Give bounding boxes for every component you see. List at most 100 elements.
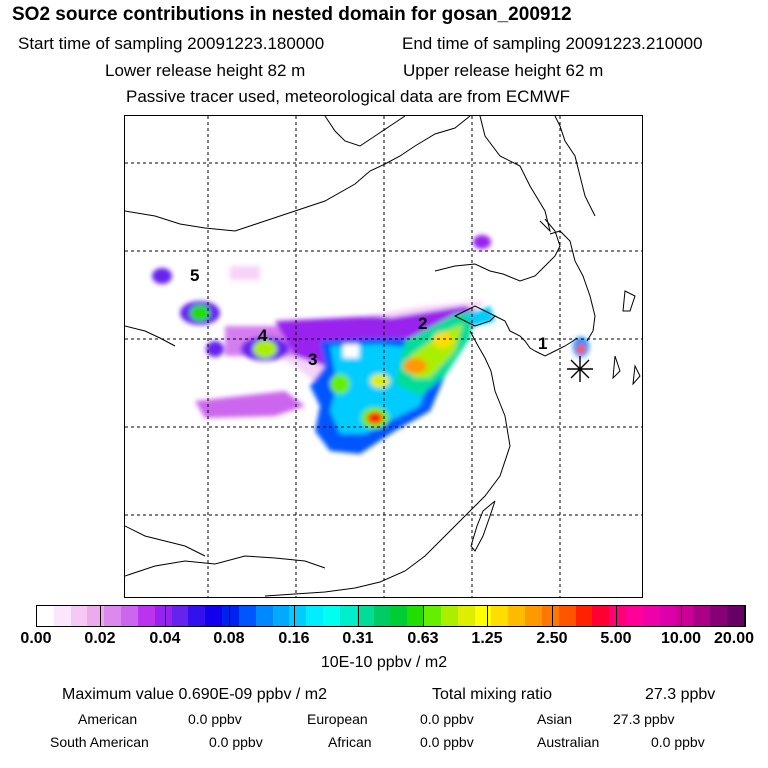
colorbar-tick-label: 1.25 — [471, 630, 503, 647]
color-swatch — [154, 606, 172, 626]
color-swatch — [37, 606, 54, 626]
color-swatch — [255, 606, 273, 626]
color-swatch — [356, 606, 374, 626]
receptor-asterisk-icon — [567, 356, 593, 382]
max-value-label: Maximum value 0.690E-09 ppbv / m2 — [62, 686, 328, 703]
source-label-2: 2 — [418, 314, 428, 333]
colorbar-tick — [164, 605, 166, 627]
color-swatch — [373, 606, 391, 626]
color-swatch — [205, 606, 223, 626]
color-swatch — [339, 606, 357, 626]
colorbar-tick-label: 0.04 — [149, 630, 181, 647]
color-swatch — [575, 606, 593, 626]
lat-lon-grid — [125, 116, 642, 597]
map-panel: 5 4 3 2 1 — [124, 115, 643, 598]
color-swatch — [491, 606, 509, 626]
color-swatch — [659, 606, 677, 626]
color-swatch — [726, 606, 744, 626]
region-name: South American — [50, 734, 149, 750]
colorbar-tick-label: 0.31 — [342, 630, 374, 647]
colorbar-tick — [744, 605, 746, 627]
color-swatch — [424, 606, 441, 626]
tracer-note: Passive tracer used, meteorological data… — [126, 87, 571, 106]
region-value: 0.0 ppbv — [209, 734, 263, 750]
total-mixing-label: Total mixing ratio — [432, 686, 553, 703]
colorbar-tick — [357, 605, 359, 627]
color-swatch — [222, 606, 239, 626]
colorbar-tick-label: 5.00 — [600, 630, 632, 647]
coastline — [125, 116, 641, 597]
colorbar-units: 10E-10 ppbv / m2 — [320, 654, 448, 671]
colorbar-tick-label: 20.00 — [713, 630, 755, 647]
color-swatch — [272, 606, 290, 626]
region-name: African — [328, 734, 372, 750]
region-value: 27.3 ppbv — [613, 711, 675, 727]
colorbar-tick — [615, 605, 617, 627]
color-swatch — [440, 606, 458, 626]
color-swatch — [609, 606, 626, 626]
color-swatch — [87, 606, 105, 626]
colorbar-tick — [680, 605, 682, 627]
source-label-4: 4 — [258, 326, 268, 345]
upper-height-label: Upper release height 62 m — [403, 61, 604, 80]
page-title: SO2 source contributions in nested domai… — [12, 4, 572, 25]
region-name: American — [78, 711, 138, 727]
source-label-5: 5 — [190, 266, 200, 285]
color-swatch — [104, 606, 122, 626]
colorbar-tick-label: 0.16 — [278, 630, 310, 647]
colorbar-tick-label: 0.08 — [213, 630, 245, 647]
colorbar-tick-label: 0.02 — [84, 630, 116, 647]
colorbar-tick-label: 0.63 — [407, 630, 439, 647]
color-swatch — [188, 606, 206, 626]
colorbar-tick — [99, 605, 101, 627]
colorbar-tick-label: 10.00 — [660, 630, 702, 647]
color-swatch — [390, 606, 408, 626]
color-swatch — [238, 606, 256, 626]
color-swatch — [121, 606, 138, 626]
end-time-label: End time of sampling 20091223.210000 — [402, 34, 703, 53]
color-swatch — [592, 606, 610, 626]
color-swatch — [676, 606, 694, 626]
color-swatch — [137, 606, 155, 626]
color-swatch — [474, 606, 492, 626]
source-label-1: 1 — [538, 334, 548, 353]
region-name: European — [307, 711, 368, 727]
colorbar-tick — [551, 605, 553, 627]
color-swatch — [171, 606, 189, 626]
concentration-field — [152, 235, 589, 454]
color-swatch — [710, 606, 727, 626]
source-label-3: 3 — [308, 350, 318, 369]
color-swatch — [53, 606, 71, 626]
color-swatch — [457, 606, 475, 626]
region-value: 0.0 ppbv — [188, 711, 242, 727]
color-swatch — [693, 606, 711, 626]
region-value: 0.0 ppbv — [420, 734, 474, 750]
color-swatch — [525, 606, 542, 626]
start-time-label: Start time of sampling 20091223.180000 — [18, 34, 325, 53]
lower-height-label: Lower release height 82 m — [105, 61, 306, 80]
colorbar-tick-label: 2.50 — [536, 630, 568, 647]
colorbar-tick — [422, 605, 424, 627]
color-swatch — [306, 606, 324, 626]
color-scale-bar — [36, 605, 745, 627]
colorbar-tick — [35, 605, 37, 627]
color-swatch — [407, 606, 425, 626]
color-swatch — [70, 606, 88, 626]
color-swatch — [508, 606, 526, 626]
region-value: 0.0 ppbv — [651, 734, 705, 750]
colorbar-tick — [486, 605, 488, 627]
map-svg — [125, 116, 642, 597]
color-swatch — [323, 606, 340, 626]
colorbar-tick-label: 0.00 — [20, 630, 52, 647]
total-mixing-value: 27.3 ppbv — [645, 686, 716, 703]
color-swatch — [541, 606, 559, 626]
region-name: Asian — [537, 711, 573, 727]
region-value: 0.0 ppbv — [420, 711, 474, 727]
color-swatch — [642, 606, 660, 626]
color-swatch — [625, 606, 643, 626]
colorbar-tick — [293, 605, 295, 627]
color-swatch — [558, 606, 576, 626]
region-name: Australian — [537, 734, 600, 750]
color-swatch — [289, 606, 307, 626]
colorbar-tick — [228, 605, 230, 627]
